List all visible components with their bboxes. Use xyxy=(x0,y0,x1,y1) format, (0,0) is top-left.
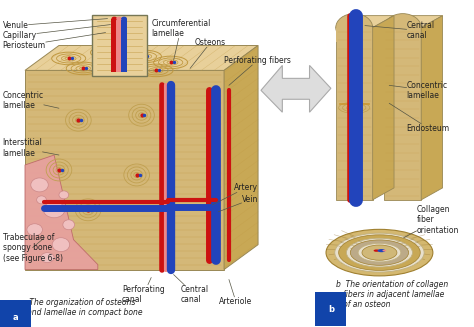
Ellipse shape xyxy=(362,245,397,260)
Bar xyxy=(111,19,117,72)
Text: Capillary: Capillary xyxy=(3,25,110,40)
Bar xyxy=(116,19,122,72)
Polygon shape xyxy=(336,27,373,200)
Polygon shape xyxy=(261,65,331,112)
Text: a: a xyxy=(12,313,18,322)
Text: Collagen
fiber
orientation: Collagen fiber orientation xyxy=(404,205,459,238)
Text: Vein: Vein xyxy=(218,195,258,212)
Polygon shape xyxy=(25,155,98,269)
Text: Arteriole: Arteriole xyxy=(219,280,253,306)
Text: b: b xyxy=(328,305,334,314)
Polygon shape xyxy=(25,70,224,269)
Text: Osteons: Osteons xyxy=(190,38,226,68)
Ellipse shape xyxy=(326,229,433,276)
Text: Perforating
canal: Perforating canal xyxy=(122,278,165,304)
Ellipse shape xyxy=(44,202,65,218)
Polygon shape xyxy=(384,16,443,27)
Text: Periosteum: Periosteum xyxy=(3,33,106,50)
Ellipse shape xyxy=(374,250,380,252)
Text: a  The organization of osteons
   and lamellae in compact bone: a The organization of osteons and lamell… xyxy=(20,298,143,317)
Ellipse shape xyxy=(111,17,117,21)
FancyBboxPatch shape xyxy=(92,15,147,77)
Ellipse shape xyxy=(27,224,43,236)
Text: Endosteum: Endosteum xyxy=(389,103,450,133)
Text: Central
canal: Central canal xyxy=(365,21,435,40)
Ellipse shape xyxy=(336,14,373,42)
Polygon shape xyxy=(384,27,421,200)
Ellipse shape xyxy=(59,191,69,199)
Text: Interstitial
lamellae: Interstitial lamellae xyxy=(3,138,59,158)
Ellipse shape xyxy=(63,220,74,230)
Ellipse shape xyxy=(358,243,401,262)
Polygon shape xyxy=(421,16,443,200)
Text: Central
canal: Central canal xyxy=(173,275,209,304)
Text: Perforating fibers: Perforating fibers xyxy=(224,56,291,85)
Ellipse shape xyxy=(383,250,386,251)
Ellipse shape xyxy=(350,240,409,265)
Text: Circumferential
lamellae: Circumferential lamellae xyxy=(151,19,210,60)
Text: Concentric
lamellae: Concentric lamellae xyxy=(389,81,448,100)
Polygon shape xyxy=(336,16,394,27)
Ellipse shape xyxy=(338,235,420,270)
Text: Artery: Artery xyxy=(212,183,258,205)
Polygon shape xyxy=(224,45,258,269)
Ellipse shape xyxy=(36,196,46,204)
Ellipse shape xyxy=(346,238,412,267)
Text: Venule: Venule xyxy=(3,19,108,30)
Bar xyxy=(121,19,127,72)
Ellipse shape xyxy=(116,17,122,21)
Polygon shape xyxy=(373,16,394,200)
Text: b  The orientation of collagen
   fibers in adjacent lamellae
   of an osteon: b The orientation of collagen fibers in … xyxy=(336,280,448,309)
Text: Concentric
lamellae: Concentric lamellae xyxy=(3,91,59,110)
Polygon shape xyxy=(25,45,258,70)
Ellipse shape xyxy=(350,240,409,265)
Polygon shape xyxy=(384,27,421,42)
Ellipse shape xyxy=(40,253,54,263)
Ellipse shape xyxy=(338,235,420,270)
Ellipse shape xyxy=(52,238,70,251)
Ellipse shape xyxy=(335,233,424,272)
Text: Trabeculae of
spongy bone
(see Figure 6-8): Trabeculae of spongy bone (see Figure 6-… xyxy=(3,233,63,263)
Ellipse shape xyxy=(384,14,421,42)
Polygon shape xyxy=(336,27,373,42)
Ellipse shape xyxy=(377,249,385,252)
Ellipse shape xyxy=(121,17,127,21)
Ellipse shape xyxy=(31,178,48,192)
